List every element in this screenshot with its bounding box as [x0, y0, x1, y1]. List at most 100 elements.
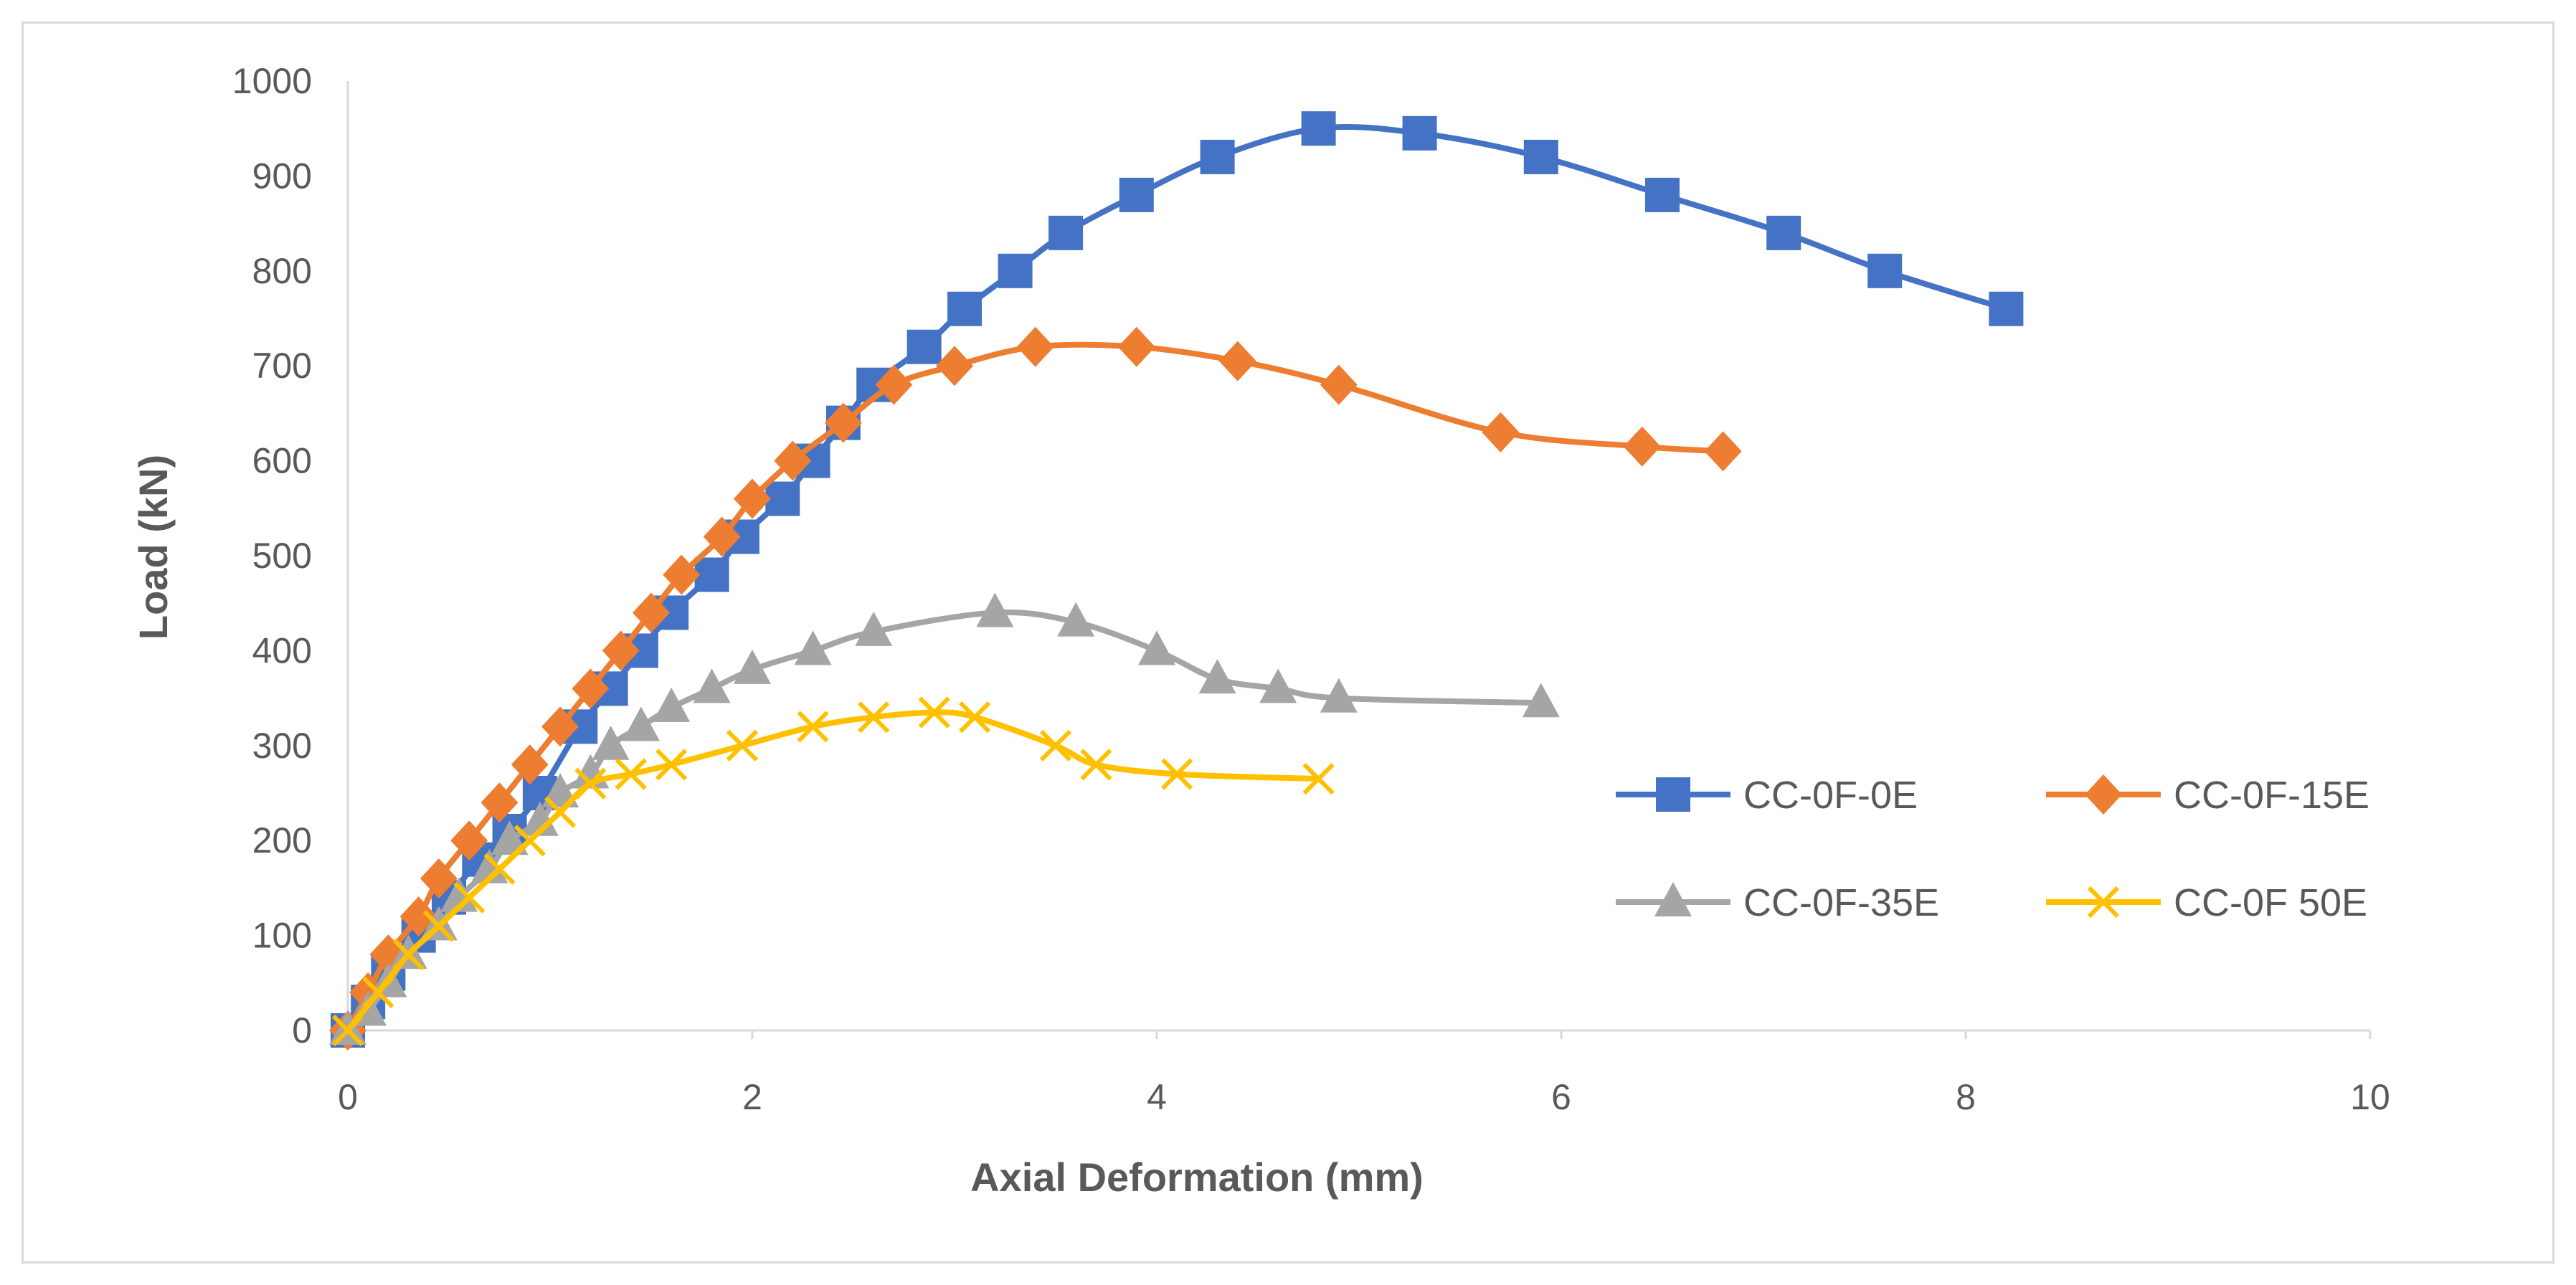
x-tick-label: 0 [338, 1077, 358, 1117]
y-tick-label: 800 [252, 251, 312, 291]
data-point [1522, 683, 1560, 718]
data-point [511, 744, 549, 785]
x-tick-label: 4 [1147, 1077, 1167, 1117]
y-tick-label: 1000 [232, 61, 312, 101]
data-point [1138, 630, 1175, 665]
data-point [521, 801, 559, 836]
data-point [653, 687, 691, 722]
data-point [450, 820, 488, 861]
data-point [976, 592, 1014, 627]
y-tick-label: 200 [252, 820, 312, 860]
data-point [420, 858, 458, 899]
x-tick-label: 10 [2350, 1077, 2390, 1117]
data-point [663, 554, 701, 595]
data-point [1218, 341, 1256, 381]
data-point [572, 668, 610, 709]
y-tick-label: 600 [252, 441, 312, 481]
legend-item: CC-0F-35E [1616, 881, 1939, 924]
legend-label: CC-0F-15E [2174, 774, 2369, 817]
legend-item: CC-0F-0E [1616, 774, 1918, 817]
data-point [906, 329, 942, 364]
legend-item: CC-0F-15E [2046, 774, 2369, 817]
legend-label: CC-0F-0E [1743, 774, 1918, 817]
legend-marker [1656, 777, 1690, 812]
legend-label: CC-0F-35E [1743, 881, 1939, 924]
data-point [703, 516, 741, 557]
data-point [633, 592, 670, 633]
data-point [918, 696, 950, 729]
y-tick-label: 500 [252, 536, 312, 576]
data-point [734, 478, 771, 519]
legend: CC-0F-0E CC-0F-15E CC-0F-35E CC-0F 50E [1616, 774, 2369, 924]
data-point [574, 767, 607, 800]
data-point [331, 1014, 364, 1047]
data-point [1523, 139, 1558, 174]
data-point [1989, 291, 2024, 326]
data-point [440, 877, 478, 912]
data-point [1198, 659, 1236, 694]
y-axis-title: Load (kN) [131, 455, 176, 640]
data-point [947, 291, 982, 326]
data-point [1402, 115, 1437, 151]
data-point [480, 782, 518, 823]
data-point [1320, 678, 1358, 713]
data-point [513, 825, 546, 857]
y-tick-label: 700 [252, 346, 312, 386]
data-point [1482, 412, 1520, 452]
data-point [362, 976, 394, 1009]
x-axis-title: Axial Deformation (mm) [970, 1154, 1424, 1200]
data-point [1048, 215, 1084, 250]
data-point [774, 440, 812, 481]
data-point [959, 701, 991, 734]
data-point [602, 630, 640, 671]
data-point [797, 711, 829, 743]
x-tick-label: 8 [1956, 1077, 1976, 1117]
data-point [592, 725, 630, 760]
legend-marker [2087, 886, 2120, 919]
data-point [541, 706, 579, 747]
legend-item: CC-0F 50E [2046, 881, 2367, 924]
series-cc-0f-15e [329, 326, 1742, 1051]
data-point [1302, 763, 1335, 795]
data-point [794, 630, 832, 665]
data-point [491, 820, 529, 855]
data-point [855, 611, 893, 646]
data-point [1119, 177, 1154, 212]
data-point [453, 881, 486, 914]
data-point [875, 364, 913, 405]
data-point [1867, 253, 1903, 288]
data-point [369, 934, 407, 975]
data-point [1016, 326, 1054, 367]
data-point [470, 848, 508, 883]
data-point [1645, 177, 1680, 212]
series-cc-0f-50e [331, 696, 1335, 1047]
legend-label: CC-0F 50E [2174, 881, 2367, 924]
y-tick-label: 900 [252, 156, 312, 196]
x-tick-label: 6 [1551, 1077, 1571, 1117]
y-tick-label: 300 [252, 726, 312, 766]
data-point [1039, 729, 1072, 762]
data-point [392, 938, 425, 971]
data-point [726, 729, 759, 762]
data-point [422, 910, 455, 942]
axes: 0 100 200 300 400 500 600 700 800 900 1000 0 2 4 6 8 10 [232, 61, 2390, 1117]
data-point [544, 796, 577, 828]
series-line [345, 341, 1723, 1032]
data-point [1766, 215, 1801, 250]
legend-marker [2085, 774, 2122, 815]
data-point [858, 701, 890, 734]
y-tick-label: 0 [292, 1010, 312, 1051]
series-line [345, 709, 1319, 1033]
data-point [1704, 431, 1742, 472]
data-point [1320, 364, 1358, 405]
data-point [734, 649, 771, 684]
data-point [824, 402, 862, 443]
data-point [1117, 326, 1155, 367]
data-point [1200, 139, 1235, 174]
data-point [483, 853, 516, 886]
data-point [1623, 426, 1661, 467]
data-point [622, 706, 660, 741]
legend-marker [1654, 882, 1692, 916]
data-point [694, 557, 729, 592]
x-tick-label: 2 [742, 1077, 762, 1117]
